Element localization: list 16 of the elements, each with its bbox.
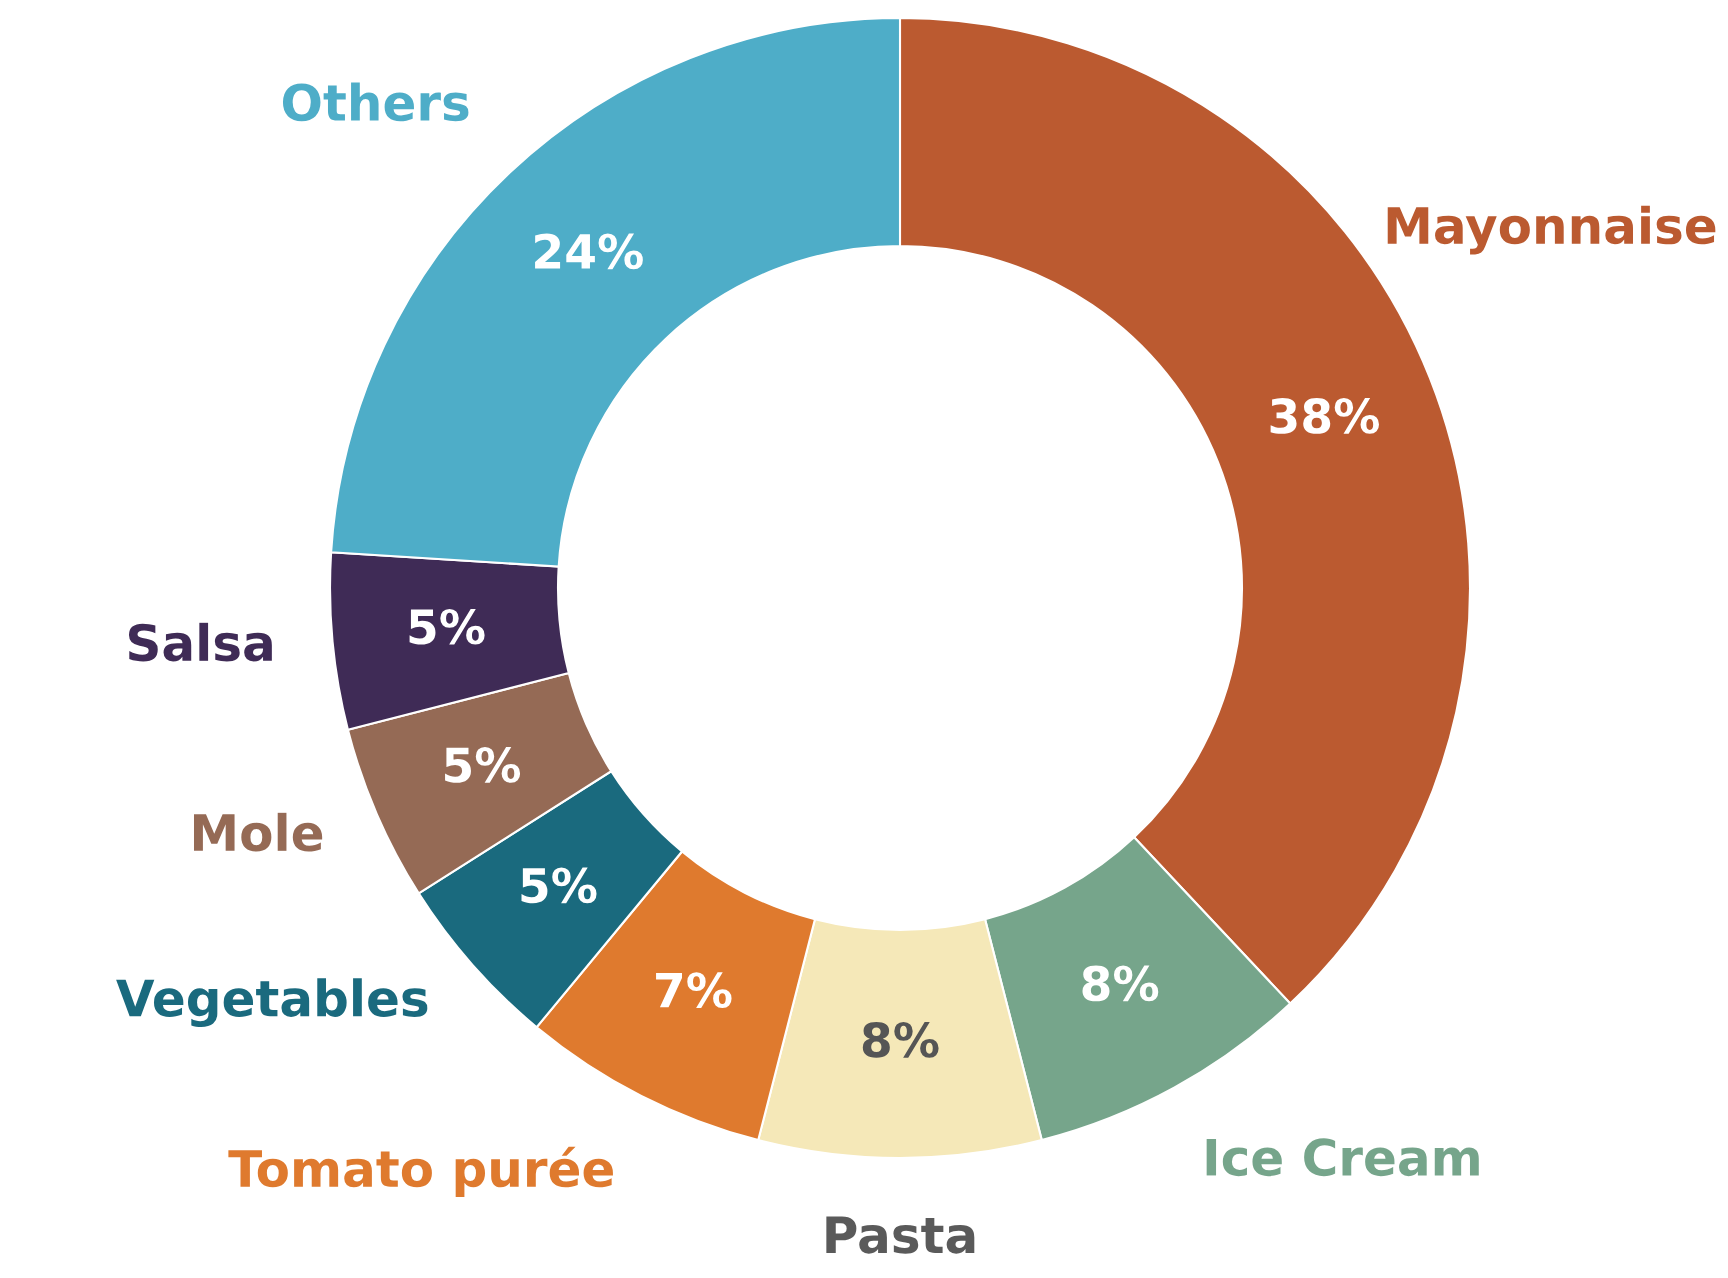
data-label: 24%	[535, 233, 643, 270]
data-label: 5%	[445, 747, 521, 783]
data-label: 5%	[521, 867, 597, 904]
slice-label: Tomato purée	[228, 1146, 613, 1198]
data-label: 8%	[862, 1021, 939, 1058]
slice-label: Mayonnaise	[1387, 205, 1716, 255]
slice-label: Vegetables	[116, 978, 428, 1028]
slice-label: Pasta	[826, 1216, 975, 1254]
data-label: 38%	[1270, 398, 1379, 434]
data-label: 7%	[656, 972, 732, 1008]
slice-label: Others	[282, 82, 469, 122]
data-label: 5%	[409, 608, 485, 645]
slice-label: Mole	[194, 812, 323, 852]
slice-label: Salsa	[128, 622, 272, 662]
data-label: 8%	[1082, 965, 1159, 1002]
slice-label: Ice Cream	[1206, 1138, 1479, 1177]
